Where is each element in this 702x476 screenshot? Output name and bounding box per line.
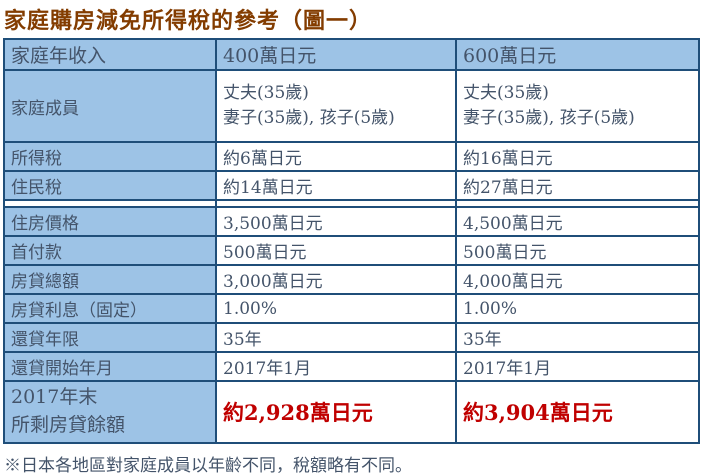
table-row-income-tax: 所得稅 約6萬日元 約16萬日元	[3, 141, 700, 172]
row-value-cell: 約27萬日元	[455, 170, 700, 201]
row-label-cell: 首付款	[3, 235, 217, 266]
row-value-cell: 4,500萬日元	[455, 206, 700, 237]
row-value-cell: 約6萬日元	[215, 141, 457, 172]
row-label-cell: 所得稅	[3, 141, 217, 172]
header-income-600-cell: 600萬日元	[455, 38, 700, 71]
reference-table: 家庭年收入 400萬日元 600萬日元 家庭成員 丈夫(35歲) 妻子(35歲)…	[3, 38, 700, 444]
row-value-cell: 1.00%	[215, 293, 457, 324]
row-value-cell: 約2,928萬日元	[215, 380, 457, 444]
row-label-cell: 房貸利息（固定）	[3, 293, 217, 324]
row-label-cell: 2017年末 所剩房貸餘額	[3, 380, 217, 444]
table-row-repayment-start: 還貸開始年月 2017年1月 2017年1月	[3, 351, 700, 382]
table-row-loan-term: 還貸年限 35年 35年	[3, 322, 700, 353]
footnote: ※日本各地區對家庭成員以年齡不同，稅額略有不同。	[4, 456, 412, 476]
table-header-row: 家庭年收入 400萬日元 600萬日元	[3, 38, 700, 71]
page-title: 家庭購房減免所得稅的參考（圖一）	[4, 8, 373, 34]
row-value-cell: 2017年1月	[455, 351, 700, 382]
row-value-cell: 500萬日元	[215, 235, 457, 266]
row-value-cell: 500萬日元	[455, 235, 700, 266]
row-label-cell: 還貸開始年月	[3, 351, 217, 382]
row-value-cell: 3,500萬日元	[215, 206, 457, 237]
row-value-cell: 2017年1月	[215, 351, 457, 382]
row-value-cell: 丈夫(35歲) 妻子(35歲), 孩子(5歲)	[455, 69, 700, 143]
row-label-cell: 還貸年限	[3, 322, 217, 353]
table-row-resident-tax: 住民稅 約14萬日元 約27萬日元	[3, 170, 700, 201]
row-value-cell: 約16萬日元	[455, 141, 700, 172]
row-value-cell: 約3,904萬日元	[455, 380, 700, 444]
table-row-spacer	[3, 199, 700, 208]
header-label-cell: 家庭年收入	[3, 38, 217, 71]
row-value-cell: 3,000萬日元	[215, 264, 457, 295]
spacer-cell	[3, 199, 217, 208]
row-label-cell: 住民稅	[3, 170, 217, 201]
spacer-cell	[215, 199, 457, 208]
row-label-cell: 房貸總額	[3, 264, 217, 295]
row-value-cell: 35年	[215, 322, 457, 353]
row-label-cell: 家庭成員	[3, 69, 217, 143]
table-row-loan-interest: 房貸利息（固定） 1.00% 1.00%	[3, 293, 700, 324]
header-income-400-cell: 400萬日元	[215, 38, 457, 71]
row-value-cell: 約14萬日元	[215, 170, 457, 201]
row-value-cell: 35年	[455, 322, 700, 353]
table-row-family-members: 家庭成員 丈夫(35歲) 妻子(35歲), 孩子(5歲) 丈夫(35歲) 妻子(…	[3, 69, 700, 143]
table-row-down-payment: 首付款 500萬日元 500萬日元	[3, 235, 700, 266]
table-row-loan-total: 房貸總額 3,000萬日元 4,000萬日元	[3, 264, 700, 295]
spacer-cell	[455, 199, 700, 208]
row-value-cell: 丈夫(35歲) 妻子(35歲), 孩子(5歲)	[215, 69, 457, 143]
table-row-house-price: 住房價格 3,500萬日元 4,500萬日元	[3, 206, 700, 237]
table-row-remaining-balance: 2017年末 所剩房貸餘額 約2,928萬日元 約3,904萬日元	[3, 380, 700, 444]
row-label-cell: 住房價格	[3, 206, 217, 237]
row-value-cell: 4,000萬日元	[455, 264, 700, 295]
row-value-cell: 1.00%	[455, 293, 700, 324]
